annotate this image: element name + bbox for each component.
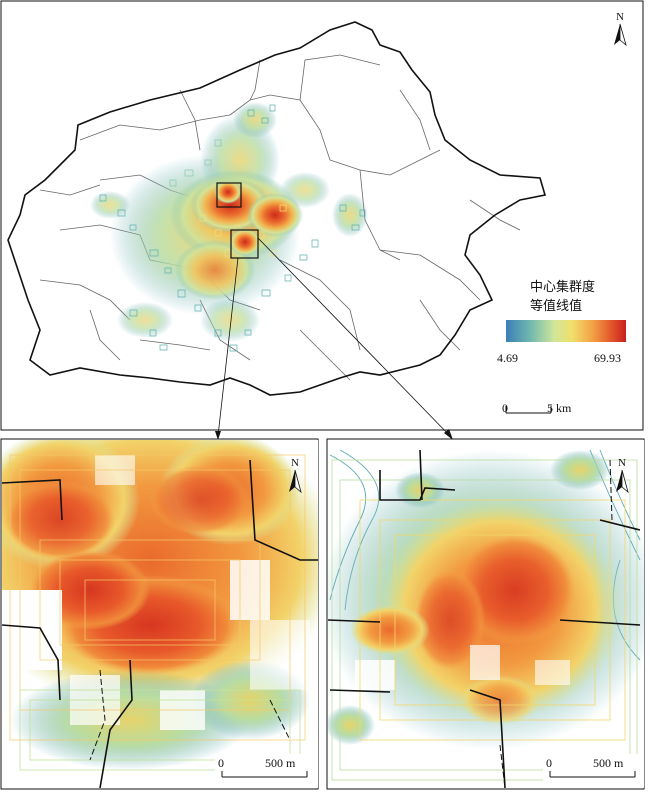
north-arrow-main: N bbox=[614, 11, 627, 47]
svg-text:500 m: 500 m bbox=[593, 756, 624, 770]
legend: 中心集群度 等值线值 4.69 69.93 bbox=[497, 279, 626, 365]
svg-text:中心集群度: 中心集群度 bbox=[530, 279, 595, 295]
scalebar-main: 0 5 km bbox=[502, 401, 572, 415]
legend-color-ramp bbox=[506, 320, 626, 342]
legend-max-label: 69.93 bbox=[594, 351, 621, 365]
study-box-north bbox=[216, 182, 242, 208]
svg-text:0: 0 bbox=[502, 401, 508, 415]
scalebar-left: 0 500 m bbox=[215, 754, 315, 784]
svg-text:0: 0 bbox=[546, 756, 552, 770]
svg-text:N: N bbox=[616, 11, 624, 23]
city-outer-boundary bbox=[7, 21, 547, 396]
leader-line-right bbox=[257, 237, 451, 437]
svg-text:0: 0 bbox=[218, 756, 224, 770]
leader-line-left bbox=[217, 257, 239, 437]
svg-text:N: N bbox=[291, 457, 299, 469]
svg-text:等值线值: 等值线值 bbox=[530, 298, 582, 314]
inset-left-contour-surface bbox=[2, 440, 318, 788]
study-box-south bbox=[230, 229, 259, 259]
north-arrow-right: N bbox=[616, 457, 629, 494]
svg-text:500 m: 500 m bbox=[265, 756, 296, 770]
scalebar-right: 0 500 m bbox=[543, 754, 643, 784]
inset-right-contour-surface bbox=[328, 440, 644, 788]
legend-min-label: 4.69 bbox=[497, 351, 518, 365]
svg-text:N: N bbox=[618, 457, 626, 469]
svg-text:5 km: 5 km bbox=[547, 401, 572, 415]
north-arrow-left: N bbox=[289, 457, 302, 494]
